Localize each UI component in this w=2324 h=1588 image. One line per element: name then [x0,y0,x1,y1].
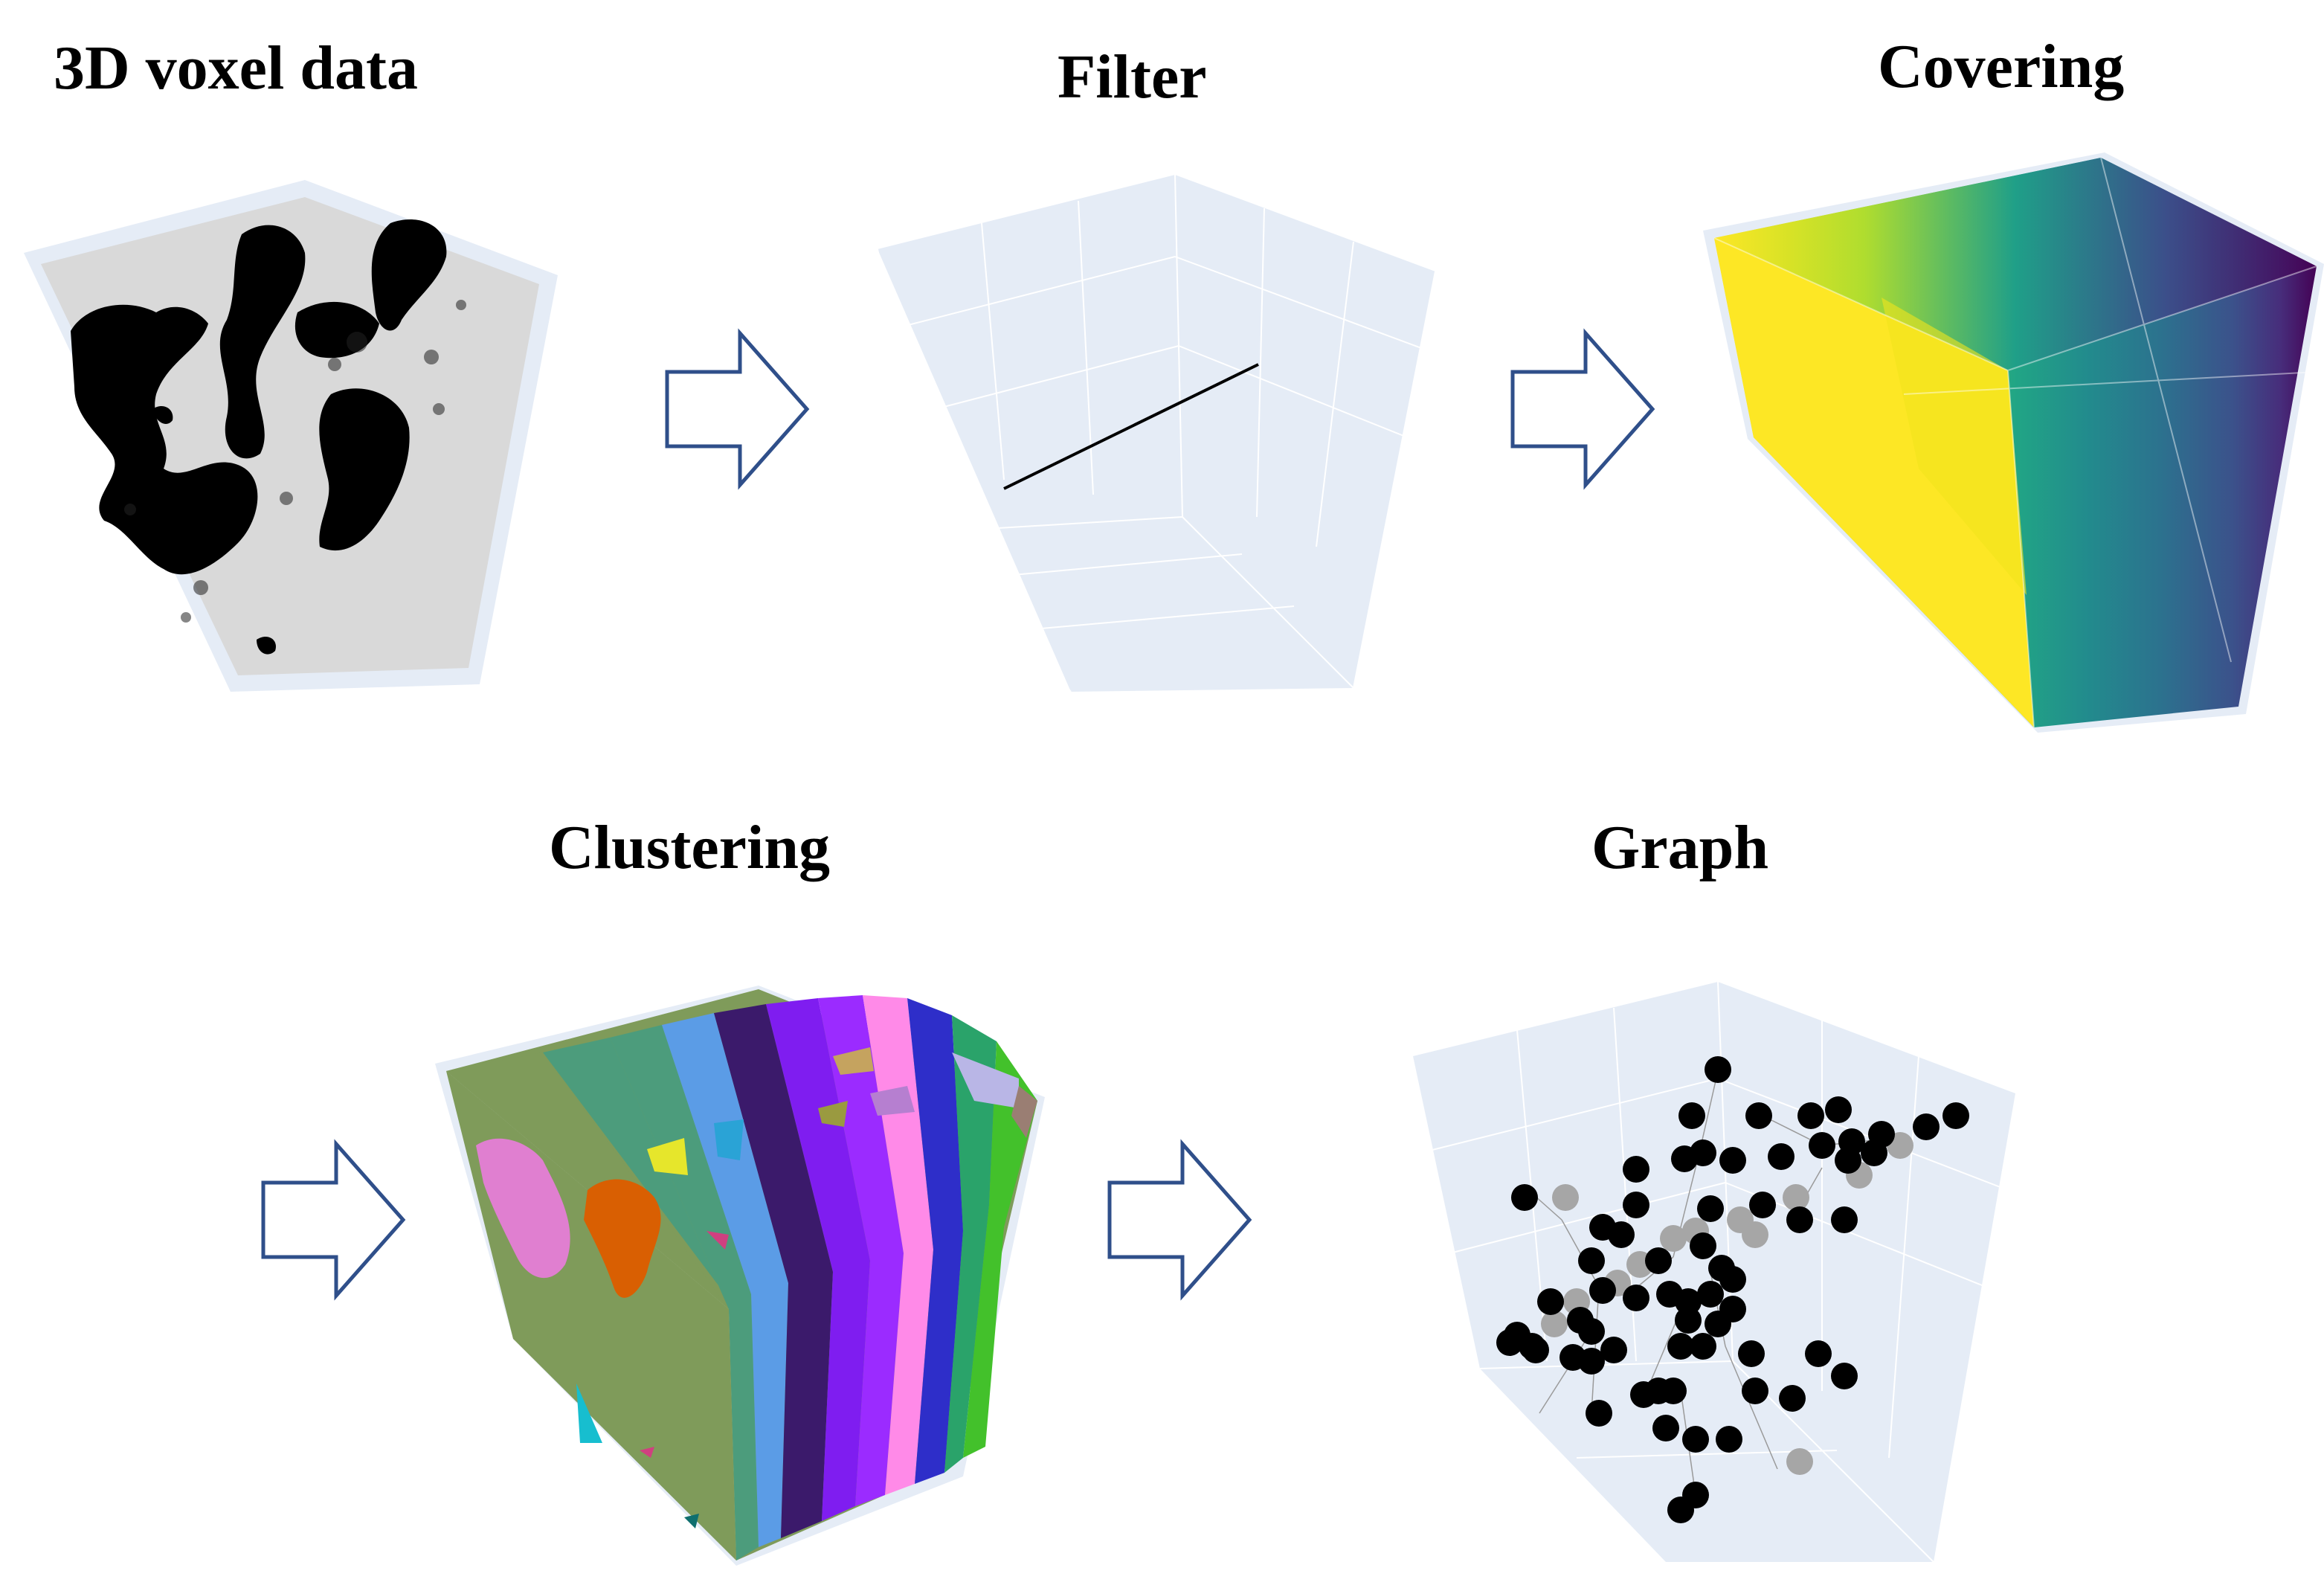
graph-nodes [1496,1056,1969,1523]
title-filter: Filter [1058,42,1207,112]
filter-plot [877,174,1436,692]
cluster-blob-pink [476,1138,570,1279]
grid-lines [877,174,1436,692]
cluster-blob-orange [584,1179,661,1298]
title-covering: Covering [1878,32,2125,101]
title-3d-voxel-data: 3D voxel data [54,33,418,103]
voxel-data-cube [24,180,558,692]
covering-cube [1703,152,2324,733]
title-clustering: Clustering [549,813,830,882]
voxel-blob [71,219,447,655]
clustering-cube [435,986,1045,1566]
arrow-right-icon [261,1139,406,1301]
arrow-right-icon [665,328,810,490]
graph-plot [1413,981,2015,1563]
cube-edges [1713,157,2317,728]
arrow-right-icon [1510,328,1655,490]
filter-line [1003,363,1259,490]
title-graph: Graph [1591,813,1769,882]
arrow-right-icon [1107,1139,1252,1301]
